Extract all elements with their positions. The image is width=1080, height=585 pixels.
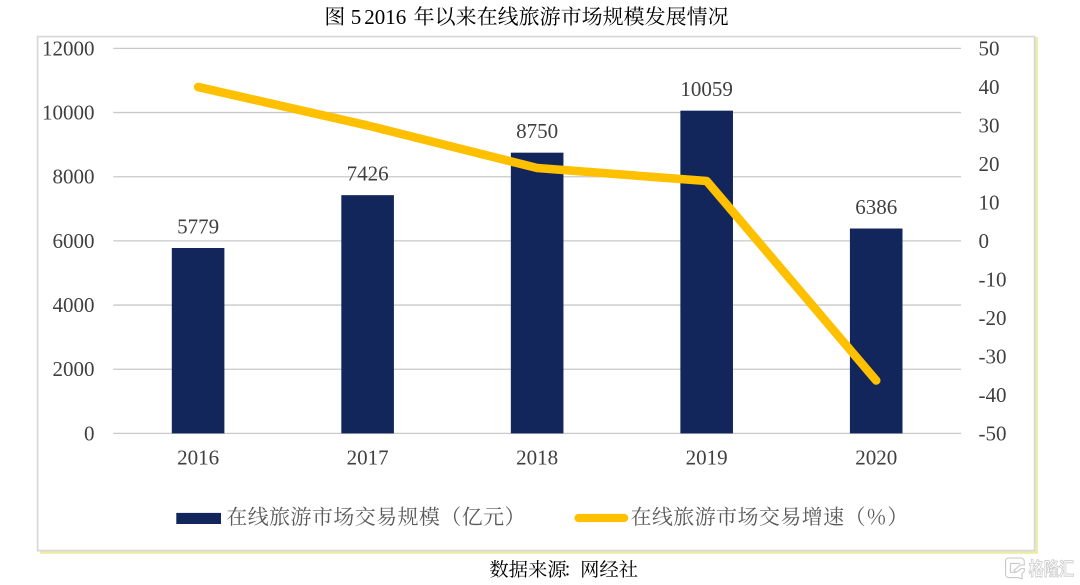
- svg-text:8000: 8000: [53, 165, 95, 189]
- svg-text:50: 50: [979, 36, 1000, 60]
- svg-text:-20: -20: [979, 306, 1007, 330]
- svg-text:10059: 10059: [680, 77, 733, 101]
- svg-text:40: 40: [979, 75, 1000, 99]
- svg-text:4000: 4000: [53, 293, 95, 317]
- svg-text:20: 20: [979, 152, 1000, 176]
- svg-text:10000: 10000: [42, 100, 95, 124]
- svg-text:6000: 6000: [53, 229, 95, 253]
- svg-text:2019: 2019: [686, 446, 728, 470]
- svg-text:0: 0: [84, 421, 95, 445]
- svg-text:-30: -30: [979, 344, 1007, 368]
- svg-text:2018: 2018: [516, 446, 558, 470]
- svg-text:8750: 8750: [516, 119, 558, 143]
- svg-text:2016: 2016: [364, 5, 406, 29]
- svg-text:2017: 2017: [347, 446, 389, 470]
- svg-text:5779: 5779: [177, 214, 219, 238]
- svg-text:0: 0: [979, 229, 990, 253]
- svg-text:12000: 12000: [42, 36, 95, 60]
- svg-text:-10: -10: [979, 267, 1007, 291]
- svg-text:-50: -50: [979, 421, 1007, 445]
- svg-text:10: 10: [979, 190, 1000, 214]
- svg-text:6386: 6386: [855, 195, 897, 219]
- svg-text:30: 30: [979, 113, 1000, 137]
- svg-text:-40: -40: [979, 383, 1007, 407]
- svg-text:5: 5: [351, 5, 362, 29]
- svg-text:7426: 7426: [347, 161, 389, 185]
- svg-text:2016: 2016: [177, 446, 219, 470]
- svg-text:2020: 2020: [855, 446, 897, 470]
- svg-text:2000: 2000: [53, 357, 95, 381]
